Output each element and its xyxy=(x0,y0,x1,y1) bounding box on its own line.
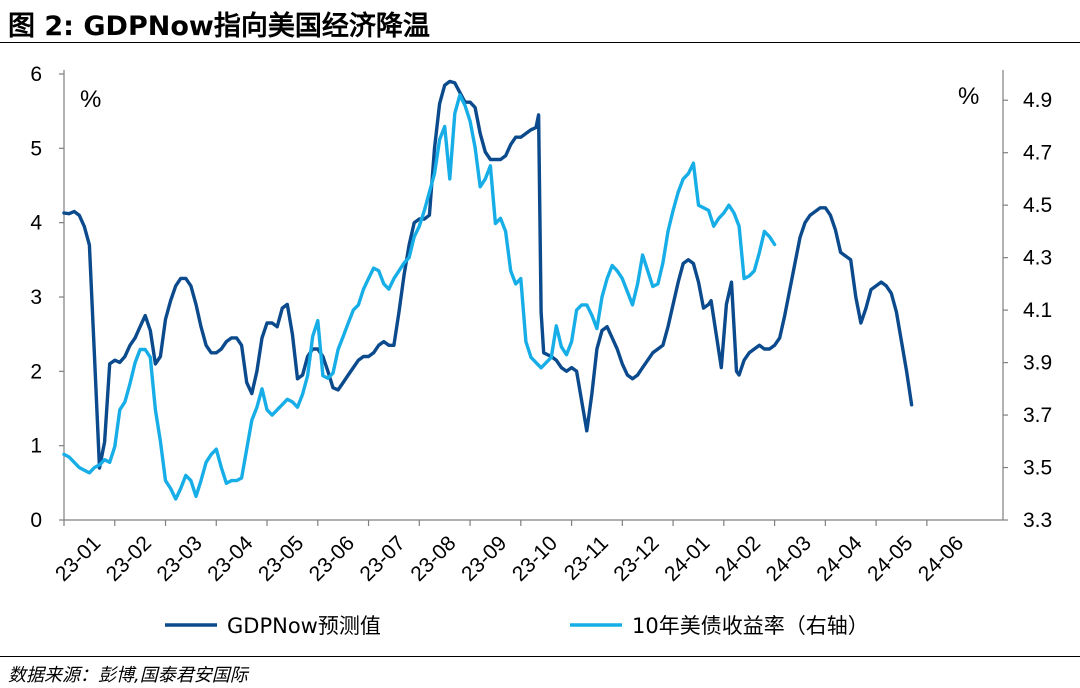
right-tick-label: 3.5 xyxy=(1023,457,1052,480)
x-tick-label: 23-11 xyxy=(560,532,613,585)
right-tick-label: 3.3 xyxy=(1023,509,1052,532)
x-tick-label: 23-02 xyxy=(102,532,156,586)
source-rule xyxy=(0,656,1080,657)
left-tick-label: 2 xyxy=(30,360,42,383)
legend-label-gdpnow: GDPNow预测值 xyxy=(227,614,381,638)
x-tick-label: 23-07 xyxy=(356,532,410,586)
line-chart: 0 1 2 3 4 5 6 3.3 3.5 3.7 3.9 4.1 4.3 4.5 4.7 4.9 23-0… xyxy=(30,63,1052,638)
title-rule xyxy=(0,42,1080,43)
right-tick-label: 4.5 xyxy=(1023,194,1052,217)
right-tick-label: 3.9 xyxy=(1023,352,1052,375)
x-tick-label: 23-04 xyxy=(203,531,257,585)
right-tick-label: 4.7 xyxy=(1023,142,1052,165)
left-axis-unit: % xyxy=(80,86,101,113)
legend-label-10y-yield: 10年美债收益率（右轴） xyxy=(632,614,869,638)
treasury-10y-series-line xyxy=(62,93,777,501)
right-tick-label: 4.3 xyxy=(1023,247,1052,270)
figure-title: 图 2: GDPNow指向美国经济降温 xyxy=(8,11,430,42)
left-tick-label: 3 xyxy=(30,286,42,309)
left-tick-label: 4 xyxy=(30,212,42,235)
x-tick-label: 23-03 xyxy=(153,532,207,586)
x-tick-label: 23-08 xyxy=(406,532,460,586)
x-tick-label: 23-10 xyxy=(508,532,562,586)
left-tick-label: 0 xyxy=(30,509,42,532)
x-tick-label: 23-12 xyxy=(609,532,663,586)
x-tick-label: 24-06 xyxy=(914,532,968,586)
x-tick-label: 24-03 xyxy=(762,532,816,586)
left-tick-label: 5 xyxy=(30,137,42,160)
left-y-axis: 0 1 2 3 4 5 6 xyxy=(30,63,65,532)
legend: GDPNow预测值 10年美债收益率（右轴） xyxy=(165,614,869,638)
x-axis: 23-0123-0223-0323-0423-0523-0623-0723-08… xyxy=(51,519,1003,586)
x-tick-label: 23-01 xyxy=(51,532,105,586)
source-note: 数据来源：彭博,国泰君安国际 xyxy=(8,665,248,686)
x-tick-label: 23-05 xyxy=(254,532,308,586)
x-tick-label: 23-06 xyxy=(305,532,359,586)
right-axis-unit: % xyxy=(958,83,979,110)
x-tick-label: 24-04 xyxy=(812,531,866,585)
gdpnow-series-line xyxy=(62,79,914,470)
right-y-axis: 3.3 3.5 3.7 3.9 4.1 4.3 4.5 4.7 4.9 xyxy=(1002,70,1052,532)
left-tick-label: 1 xyxy=(30,435,42,458)
x-tick-label: 24-01 xyxy=(660,532,714,586)
x-tick-label: 24-05 xyxy=(863,532,917,586)
right-tick-label: 4.9 xyxy=(1023,89,1052,112)
right-tick-label: 4.1 xyxy=(1023,299,1052,322)
series-layer xyxy=(62,79,914,501)
right-tick-label: 3.7 xyxy=(1023,404,1052,427)
left-tick-label: 6 xyxy=(30,63,42,86)
x-tick-label: 23-09 xyxy=(457,532,511,586)
x-tick-label: 24-02 xyxy=(711,532,765,586)
